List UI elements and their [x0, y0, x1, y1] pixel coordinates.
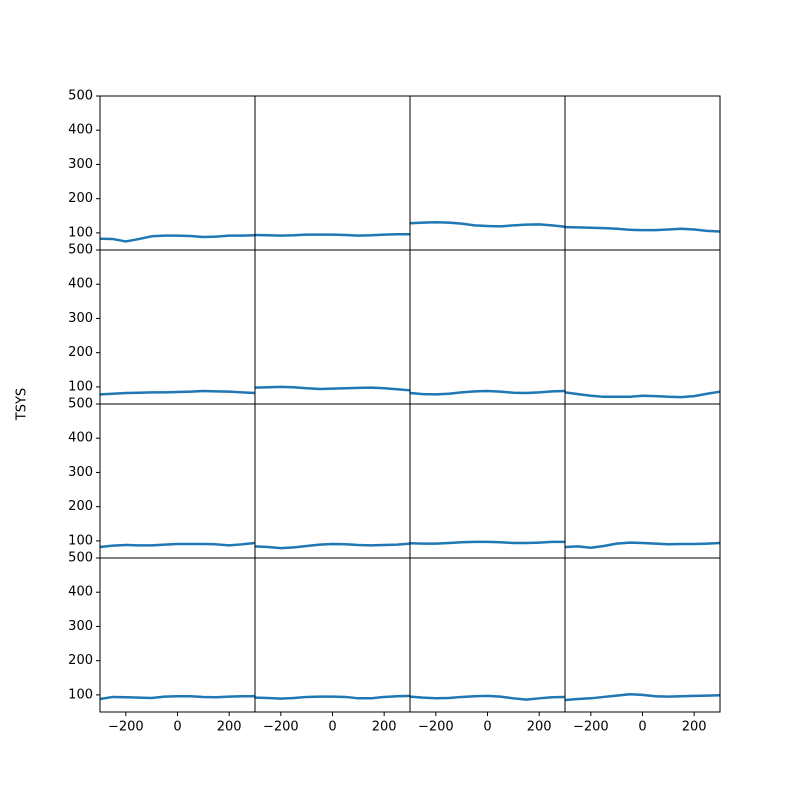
panel-frame — [99, 403, 256, 559]
panel-frame — [409, 557, 566, 713]
panel-frame — [99, 95, 256, 251]
line — [99, 695, 255, 701]
x-tick-label: 0 — [173, 720, 181, 735]
y-tick-label: 400 — [68, 123, 93, 138]
x-tick-label: −200 — [573, 720, 609, 735]
panel-frame — [99, 557, 256, 713]
x-tick-label: 200 — [217, 720, 242, 735]
panel-frame — [254, 403, 411, 559]
panel-frame — [564, 403, 721, 559]
panel-frame — [409, 403, 566, 559]
panel-frame — [564, 249, 721, 405]
line — [409, 389, 566, 396]
y-tick-label: 200 — [68, 191, 93, 206]
y-tick-label: 500 — [68, 89, 93, 104]
x-tick-label: 200 — [527, 720, 552, 735]
y-tick-label: 100 — [68, 379, 93, 394]
y-tick-label: 200 — [68, 653, 93, 668]
x-tick-label: −200 — [418, 720, 454, 735]
line — [564, 225, 721, 233]
panel-frame — [254, 95, 411, 251]
x-tick-label: −200 — [263, 720, 299, 735]
y-tick-label: 300 — [68, 311, 93, 326]
panel-frame — [254, 249, 411, 405]
y-tick-label: 300 — [68, 619, 93, 634]
line — [254, 694, 411, 700]
panel-frame — [254, 557, 411, 713]
line — [564, 692, 721, 702]
y-tick-label: 100 — [68, 225, 93, 240]
y-axis-label: TSYS — [15, 388, 30, 421]
line — [409, 694, 566, 701]
y-tick-label: 400 — [68, 431, 93, 446]
y-tick-label: 400 — [68, 277, 93, 292]
x-tick-label: 200 — [372, 720, 397, 735]
line — [99, 389, 256, 396]
line — [409, 540, 565, 545]
line — [564, 541, 721, 549]
line — [254, 385, 411, 392]
panel-frame — [564, 557, 721, 713]
y-tick-label: 500 — [68, 243, 93, 258]
panel-frame — [409, 249, 566, 405]
line — [254, 542, 411, 550]
panel-frame — [99, 249, 256, 405]
x-tick-label: 200 — [682, 720, 707, 735]
x-tick-label: 0 — [638, 720, 646, 735]
line — [254, 233, 410, 237]
x-tick-label: −200 — [108, 720, 144, 735]
y-tick-label: 200 — [68, 345, 93, 360]
x-tick-label: 0 — [328, 720, 336, 735]
x-tick-label: 0 — [483, 720, 491, 735]
line — [409, 221, 566, 228]
y-tick-label: 100 — [68, 533, 93, 548]
line — [564, 390, 721, 399]
line — [99, 234, 256, 243]
y-tick-label: 300 — [68, 157, 93, 172]
y-tick-label: 100 — [68, 687, 93, 702]
y-tick-label: 400 — [68, 585, 93, 600]
y-tick-label: 500 — [68, 551, 93, 566]
y-tick-label: 300 — [68, 465, 93, 480]
y-tick-label: 500 — [68, 397, 93, 412]
y-tick-label: 200 — [68, 499, 93, 514]
line — [99, 541, 256, 549]
